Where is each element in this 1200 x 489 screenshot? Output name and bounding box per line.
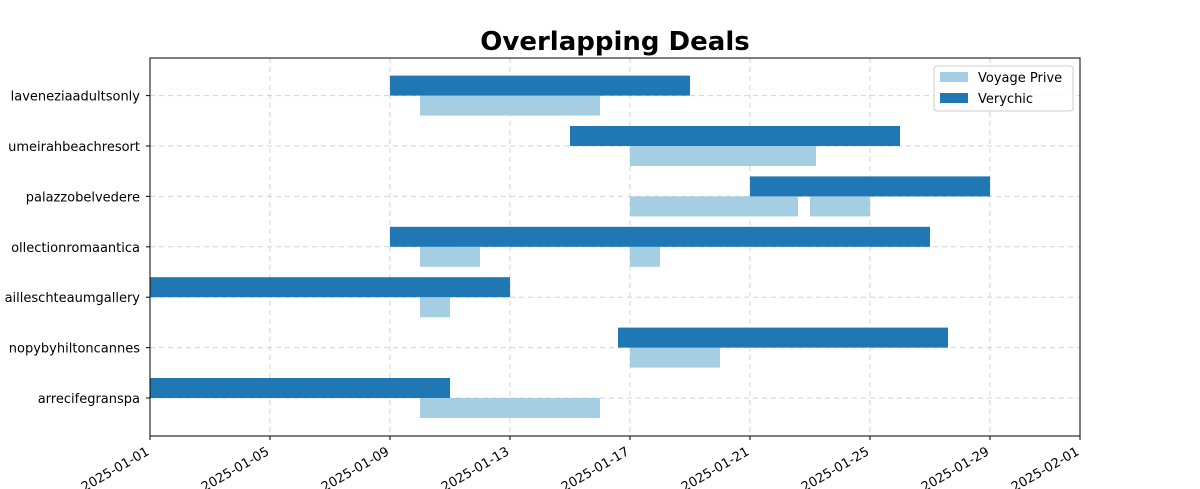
legend-swatch-0 (940, 72, 968, 82)
legend: Voyage Prive Verychic (933, 65, 1074, 112)
legend-box (933, 65, 1074, 112)
x-tick-label-7: 2025-01-29 (919, 444, 992, 489)
verychic-bar-0 (150, 378, 450, 398)
legend-label-1: Verychic (978, 92, 1033, 107)
y-tick-label-5: umeirahbeachresort (8, 140, 140, 155)
x-tick-label-8: 2025-02-01 (1009, 444, 1082, 489)
voyage-prive-bar-1 (630, 347, 720, 368)
x-tick-label-1: 2025-01-05 (199, 444, 272, 489)
chart-title: Overlapping Deals (480, 27, 749, 57)
x-tick-label-3: 2025-01-13 (439, 444, 512, 489)
voyage-prive-bar-4 (630, 246, 660, 267)
voyage-prive-bar-2 (420, 297, 450, 318)
x-tick-label-0: 2025-01-01 (79, 444, 152, 489)
y-axis: arrecifegranspa nopybyhiltoncannes aillesc… (5, 90, 150, 407)
x-tick-label-6: 2025-01-25 (799, 444, 872, 489)
verychic-bar-4 (750, 176, 990, 197)
x-tick-label-5: 2025-01-21 (679, 444, 752, 489)
legend-swatch-1 (940, 93, 968, 103)
y-tick-label-1: nopybyhiltoncannes (9, 342, 140, 357)
voyage-prive-bar-3 (420, 246, 480, 267)
y-tick-label-2: ailleschteaumgallery (5, 291, 141, 306)
verychic-bar-6 (390, 75, 690, 96)
x-axis: 2025-01-01 2025-01-05 2025-01-09 2025-01-13… (79, 436, 1082, 489)
voyage-prive-bar-0 (420, 398, 600, 418)
x-tick-label-4: 2025-01-17 (559, 444, 632, 489)
voyage-prive-bar-8 (420, 95, 600, 116)
voyage-prive-bar-6 (810, 196, 870, 217)
legend-label-0: Voyage Prive (978, 71, 1062, 86)
y-tick-label-0: arrecifegranspa (38, 392, 140, 407)
y-tick-label-4: palazzobelvedere (26, 190, 140, 205)
verychic-bar-1 (618, 327, 948, 348)
x-tick-label-2: 2025-01-09 (319, 444, 392, 489)
y-tick-label-3: ollectionromaantica (11, 241, 140, 256)
voyage-prive-bar-5 (630, 196, 798, 217)
verychic-bar-3 (390, 226, 930, 247)
verychic-bar-2 (150, 277, 510, 298)
bars (150, 75, 990, 418)
verychic-bar-5 (570, 126, 900, 146)
y-tick-label-6: laveneziaadultsonly (11, 90, 141, 105)
voyage-prive-bar-7 (630, 146, 816, 166)
